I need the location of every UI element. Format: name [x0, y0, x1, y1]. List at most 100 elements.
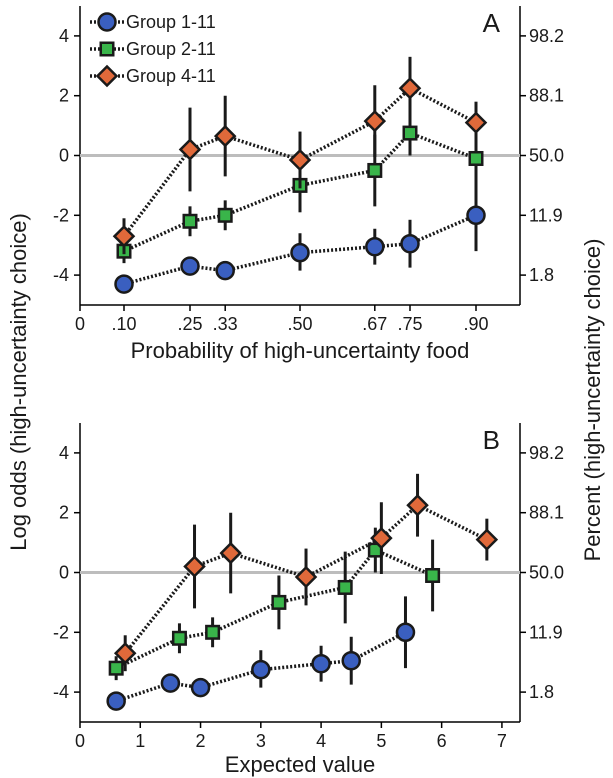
data-point-square	[402, 125, 418, 141]
data-point-square	[108, 660, 124, 676]
series-group-2-11	[108, 527, 441, 681]
data-point-diamond	[464, 111, 488, 134]
y2-tick-label: 88.1	[529, 503, 564, 523]
y-tick-label: 2	[59, 503, 69, 523]
y-tick-label: 4	[59, 443, 69, 463]
data-point-square	[205, 624, 221, 640]
data-point-diamond	[406, 493, 429, 517]
x-axis-title: Expected value	[225, 752, 375, 777]
series-group-4-11	[112, 56, 488, 255]
x-tick-label: .33	[213, 314, 238, 334]
data-point-square	[271, 594, 287, 610]
x-tick-label: .90	[463, 314, 488, 334]
data-point-circle	[180, 256, 200, 276]
data-point-diamond	[398, 76, 422, 100]
data-point-square	[425, 567, 441, 583]
x-tick-label: 2	[196, 731, 206, 751]
data-point-diamond	[213, 124, 237, 148]
y2-tick-label: 88.1	[529, 86, 564, 106]
x-axis-title: Probability of high-uncertainty food	[131, 338, 470, 363]
data-point-square	[217, 207, 233, 223]
x-tick-label: 4	[316, 731, 326, 751]
legend-marker-diamond	[95, 64, 119, 88]
data-point-circle	[466, 205, 486, 226]
y2-tick-label: 1.8	[529, 682, 554, 702]
x-tick-label: .75	[397, 314, 422, 334]
data-point-square	[367, 162, 383, 178]
legend-marker-square	[99, 41, 115, 57]
x-tick-label: 0	[75, 731, 85, 751]
data-point-diamond	[113, 641, 137, 665]
data-point-circle	[400, 233, 420, 254]
data-point-circle	[160, 673, 181, 693]
y-tick-label: 0	[59, 146, 69, 166]
x-tick-label: .25	[177, 314, 202, 334]
y-axis-title-left: Log odds (high-uncertainty choice)	[6, 213, 31, 551]
data-point-circle	[311, 653, 331, 674]
y-tick-label: -4	[53, 265, 69, 285]
legend-marker-circle	[97, 12, 117, 32]
y-tick-label: -4	[53, 682, 69, 702]
data-point-diamond	[219, 541, 242, 565]
x-tick-label: .67	[362, 314, 387, 334]
legend-label: Group 4-11	[126, 66, 216, 86]
data-point-diamond	[288, 148, 312, 172]
y-tick-label: 2	[59, 86, 69, 106]
data-point-square	[337, 579, 353, 595]
data-point-circle	[395, 622, 416, 643]
y2-tick-label: 98.2	[529, 443, 564, 463]
legend-label: Group 1-11	[126, 12, 216, 32]
legend-entry: Group 1-11	[90, 12, 216, 32]
y2-tick-label: 50.0	[529, 146, 564, 166]
legend-label: Group 2-11	[126, 39, 216, 59]
data-point-diamond	[475, 528, 499, 551]
data-point-diamond	[370, 526, 393, 550]
data-point-diamond	[112, 224, 136, 248]
series-group-1-11	[106, 596, 416, 711]
y2-tick-label: 11.9	[529, 205, 563, 225]
series-group-2-11	[116, 110, 484, 264]
x-tick-label: 7	[497, 731, 507, 751]
series-group-1-11	[114, 179, 486, 294]
legend: Group 1-11 Group 2-11 Group 4-11	[90, 12, 216, 88]
data-point-circle	[365, 236, 385, 257]
x-tick-label: .10	[111, 314, 136, 334]
panel-label: B	[483, 425, 500, 455]
series-group-4-11	[113, 473, 499, 672]
x-tick-label: 3	[256, 731, 266, 751]
legend-entry: Group 2-11	[90, 39, 216, 59]
y2-tick-label: 11.9	[529, 622, 563, 642]
x-tick-label: 5	[376, 731, 386, 751]
data-point-diamond	[294, 565, 318, 589]
data-point-diamond	[183, 555, 206, 578]
x-tick-label: 1	[135, 731, 145, 751]
data-point-circle	[190, 677, 211, 698]
data-point-circle	[106, 691, 126, 711]
panel-b: B Expected value 0 1 2 3 4 5 6 7 -4 -2 0 2 4 1.8 11.9 5…	[53, 423, 564, 777]
y2-tick-label: 98.2	[529, 26, 564, 46]
data-point-diamond	[363, 109, 387, 133]
x-tick-label: .50	[287, 314, 312, 334]
y-tick-label: -2	[53, 205, 69, 225]
data-point-circle	[114, 274, 134, 294]
y-tick-label: 4	[59, 26, 69, 46]
data-point-circle	[215, 260, 235, 281]
panel-a: A Probability of high-uncertainty food 0…	[53, 6, 564, 363]
data-point-square	[468, 150, 484, 166]
data-point-circle	[341, 650, 361, 671]
x-tick-label: 0	[75, 314, 85, 334]
y2-tick-label: 1.8	[529, 265, 554, 285]
data-point-square	[171, 630, 187, 646]
data-point-circle	[290, 242, 310, 263]
legend-entry: Group 4-11	[90, 64, 216, 88]
data-point-diamond	[178, 138, 202, 161]
y-tick-label: 0	[59, 563, 69, 583]
data-point-circle	[251, 659, 271, 680]
y2-tick-label: 50.0	[529, 563, 564, 583]
y-axis-title-right: Percent (high-uncertainty choice)	[580, 239, 605, 562]
y-tick-label: -2	[53, 622, 69, 642]
panel-label: A	[483, 8, 501, 38]
data-point-square	[182, 213, 198, 229]
x-tick-label: 6	[437, 731, 447, 751]
